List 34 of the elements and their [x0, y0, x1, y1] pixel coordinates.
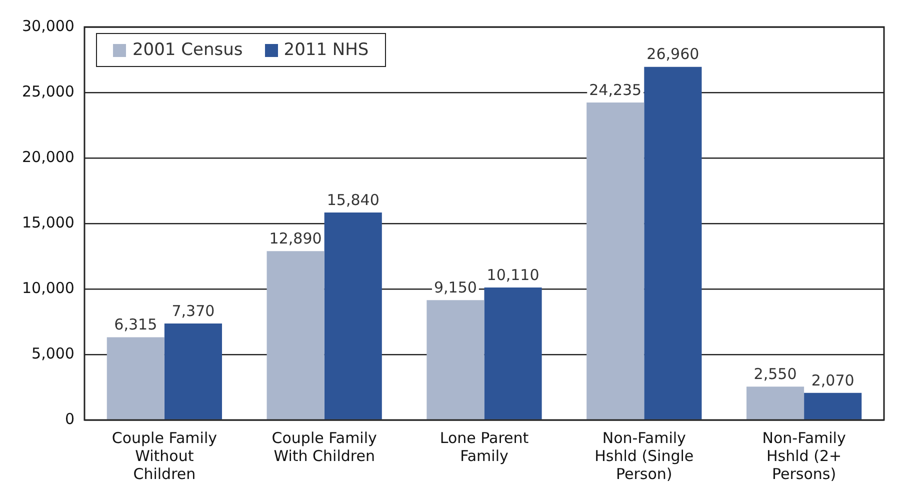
- y-tick-label: 30,000: [22, 16, 74, 35]
- legend-label: 2001 Census: [132, 40, 243, 60]
- data-label: 7,370: [172, 302, 215, 320]
- data-label: 9,150: [434, 278, 477, 297]
- data-label: 15,840: [326, 190, 380, 209]
- data-label: 6,315: [114, 316, 158, 334]
- data-label: 24,235: [589, 80, 642, 99]
- y-tick-label: 15,000: [22, 213, 74, 232]
- x-tick-label: Non-Family Hshld (2+ Persons): [762, 428, 846, 483]
- x-tick-label: Couple Family Without Children: [112, 428, 218, 483]
- bar: [586, 102, 644, 420]
- bar: [106, 337, 164, 420]
- data-label: 2,550: [754, 364, 797, 383]
- x-tick-label: Couple Family With Children: [272, 428, 378, 465]
- y-tick-label: 25,000: [22, 82, 74, 100]
- bar: [484, 288, 542, 420]
- data-label: 26,960: [646, 45, 700, 64]
- y-tick-label: 0: [64, 410, 74, 428]
- y-tick-label: 20,000: [22, 148, 74, 166]
- x-tick-label: Lone Parent Family: [440, 428, 529, 465]
- bar: [746, 386, 804, 420]
- legend-label: 2011 NHS: [284, 40, 369, 60]
- data-label: 10,110: [486, 266, 540, 284]
- bar: [324, 212, 382, 420]
- bar: [164, 323, 222, 420]
- data-label: 2,070: [811, 371, 854, 390]
- y-tick-label: 10,000: [22, 278, 74, 297]
- bar: [426, 300, 484, 420]
- bar: [644, 66, 702, 420]
- y-tick-label: 5,000: [32, 344, 74, 362]
- bar: [804, 392, 862, 420]
- data-label: 12,890: [269, 230, 322, 248]
- bar: [266, 251, 324, 420]
- x-tick-label: Non-Family Hshld (Single Person): [594, 428, 694, 483]
